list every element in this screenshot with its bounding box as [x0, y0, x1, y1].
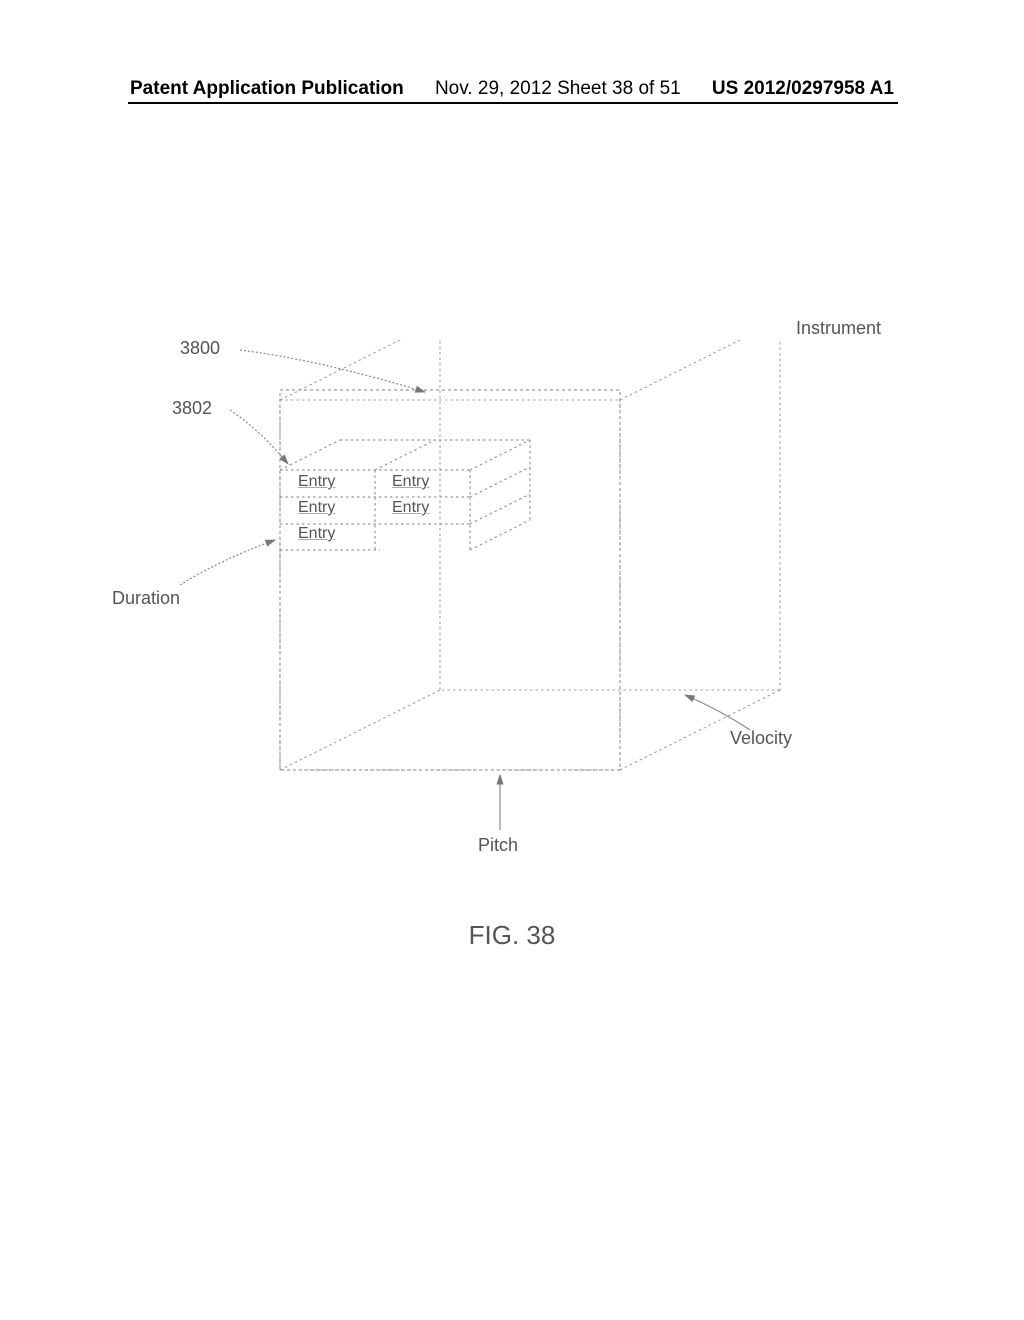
page-header: Patent Application Publication Nov. 29, … [0, 78, 1024, 100]
entry-cell: Entry [298, 473, 335, 491]
header-date-sheet: Nov. 29, 2012 Sheet 38 of 51 [435, 78, 681, 100]
entry-cell: Entry [298, 525, 335, 543]
cube-diagram [120, 340, 880, 900]
figure-caption: FIG. 38 [0, 920, 1024, 951]
entry-cell: Entry [392, 473, 429, 491]
header-publication: Patent Application Publication [130, 78, 404, 100]
axis-label-velocity: Velocity [730, 728, 792, 749]
axis-label-duration: Duration [112, 588, 180, 609]
axis-label-pitch: Pitch [478, 835, 518, 856]
ref-3802: 3802 [172, 398, 212, 419]
figure-38: 3800 3802 Instrument Duration Velocity P… [120, 340, 880, 900]
ref-3800: 3800 [180, 338, 220, 359]
entry-cell: Entry [392, 499, 429, 517]
entry-cell: Entry [298, 499, 335, 517]
header-pub-number: US 2012/0297958 A1 [712, 78, 894, 100]
axis-label-instrument: Instrument [796, 318, 881, 339]
header-rule [128, 102, 898, 104]
